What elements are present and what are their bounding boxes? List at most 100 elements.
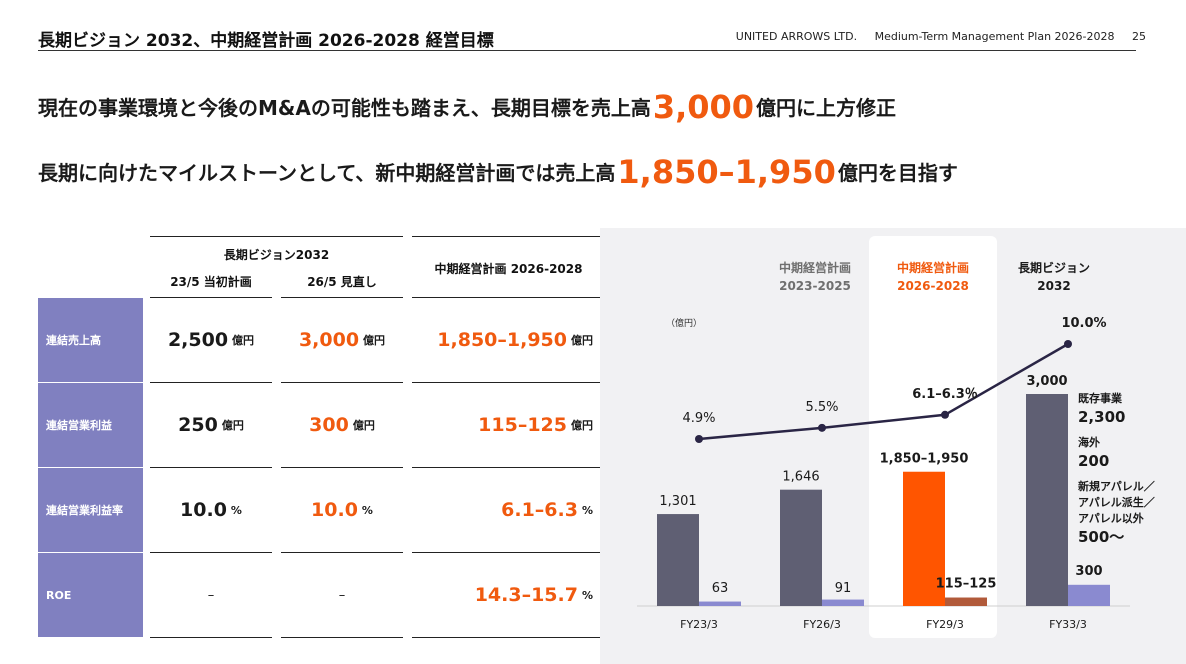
cell-sales-original: 2,500 億円 — [150, 298, 272, 382]
breakdown-value: 200 — [1078, 452, 1109, 470]
phase-title: 中期経営計画 — [778, 261, 851, 275]
cell-sales-plan: 1,850–1,950 億円 — [412, 298, 605, 382]
profit-bar-FY26/3 — [822, 599, 864, 606]
table-rule — [281, 382, 403, 383]
cell-unit: 億円 — [232, 334, 255, 347]
table-rule — [150, 637, 272, 638]
margin-point-label: 6.1–6.3％ — [912, 387, 978, 402]
margin-point-FY23/3 — [695, 435, 703, 443]
cell-value: – — [207, 587, 215, 603]
row-label-operating-margin: 連結営業利益率 — [38, 468, 143, 552]
breakdown-value: 500〜 — [1078, 528, 1124, 546]
phase-years: 2032 — [1037, 279, 1071, 293]
phase-label-2032: 長期ビジョン 2032 — [994, 259, 1114, 295]
x-tick-label: FY29/3 — [926, 618, 964, 631]
profit-bar-label: 300 — [1075, 564, 1102, 579]
cell-profit-plan: 115–125 億円 — [412, 383, 605, 467]
table-top-rule-plan — [412, 236, 605, 237]
cell-unit: 億円 — [571, 334, 593, 347]
sales-bar-label: 1,850–1,950 — [880, 452, 969, 467]
breakdown-value: 2,300 — [1078, 408, 1125, 426]
margin-line — [698, 342, 1069, 441]
margin-point-label: 4.9% — [682, 411, 715, 426]
phase-label-2023-2025: 中期経営計画 2023-2025 — [755, 259, 875, 295]
headline-2-pre: 長期に向けたマイルストーンとして、新中期経営計画では売上高 — [38, 161, 616, 185]
table-rule — [412, 467, 605, 468]
phase-title: 長期ビジョン — [1017, 261, 1090, 275]
cell-unit: % — [230, 503, 242, 517]
cell-value: 10.0 — [311, 499, 358, 521]
margin-point-FY26/3 — [818, 423, 826, 432]
margin-point-label: 5.5% — [805, 400, 838, 415]
table-rule — [412, 382, 605, 383]
cell-unit: 億円 — [363, 334, 386, 347]
cell-unit: 億円 — [221, 419, 244, 432]
table-rule — [412, 552, 605, 553]
sales-bar-FY29/3 — [903, 471, 945, 606]
sales-bar-label: 3,000 — [1026, 374, 1067, 389]
cell-unit: 億円 — [352, 419, 375, 432]
cell-unit: 億円 — [571, 419, 593, 432]
breakdown-label: アパレル派生／ — [1078, 495, 1155, 509]
cell-profit-original: 250 億円 — [150, 383, 272, 467]
table-col2-header: 26/5 見直し — [307, 275, 377, 289]
table-rule — [281, 637, 403, 638]
phase-years: 2026-2028 — [897, 279, 969, 293]
margin-point-label: 10.0% — [1061, 316, 1106, 331]
cell-value: 1,850–1,950 — [437, 329, 567, 351]
profit-bar-FY23/3 — [699, 601, 741, 606]
cell-value: 250 — [178, 414, 218, 436]
chart-unit-label: （億円） — [666, 317, 702, 329]
cell-sales-revised: 3,000 億円 — [281, 298, 403, 382]
table-col3-header: 中期経営計画 2026-2028 — [434, 262, 583, 276]
cell-value: 300 — [309, 414, 349, 436]
phase-title: 中期経営計画 — [896, 261, 969, 275]
profit-bar-label: 115–125 — [936, 577, 997, 592]
table-col1-header: 23/5 当初計画 — [170, 275, 252, 289]
margin-point-FY33/3 — [1064, 340, 1072, 348]
breakdown-label: 新規アパレル／ — [1078, 479, 1155, 493]
margin-point-FY29/3 — [941, 410, 949, 419]
cell-unit: % — [581, 588, 593, 602]
x-tick-label: FY26/3 — [803, 618, 841, 631]
row-label-operating-profit: 連結営業利益 — [38, 383, 143, 467]
profit-bar-FY29/3 — [945, 597, 987, 606]
table-rule — [281, 297, 403, 298]
profit-bar-label: 91 — [835, 581, 852, 596]
cell-value: 3,000 — [298, 329, 360, 351]
row-label-sales: 連結売上高 — [38, 298, 143, 382]
x-tick-label: FY23/3 — [680, 618, 718, 631]
sales-bar-FY26/3 — [780, 489, 822, 606]
profit-bar-label: 63 — [712, 581, 729, 596]
phase-years: 2023-2025 — [779, 279, 851, 293]
table-rule — [412, 297, 605, 298]
sales-bar-label: 1,646 — [782, 470, 819, 485]
headline-1-post: 億円に上方修正 — [756, 96, 897, 120]
headline-2: 長期に向けたマイルストーンとして、新中期経営計画では売上高1,850–1,950… — [38, 153, 958, 191]
cell-roe-original: – — [150, 553, 272, 637]
headline-1-pre: 現在の事業環境と今後のM&Aの可能性も踏まえ、長期目標を売上高 — [38, 96, 651, 120]
cell-unit: % — [361, 503, 373, 517]
breakdown-label: 既存事業 — [1078, 391, 1123, 405]
table-rule — [150, 297, 272, 298]
cell-roe-revised: – — [281, 553, 403, 637]
breakdown-label: 海外 — [1078, 435, 1100, 449]
cell-value: 10.0 — [180, 499, 227, 521]
cell-margin-revised: 10.0% — [281, 468, 403, 552]
breakdown-label: アパレル以外 — [1078, 511, 1144, 525]
cell-value: 2,500 — [167, 329, 229, 351]
cell-value: 14.3–15.7 — [474, 584, 578, 606]
phase-label-2026-2028: 中期経営計画 2026-2028 — [873, 259, 993, 295]
table-rule — [281, 467, 403, 468]
headline-1-value: 3,000 — [652, 88, 755, 126]
profit-bar-FY33/3 — [1068, 584, 1110, 606]
table-rule — [150, 552, 272, 553]
plan-name: Medium-Term Management Plan 2026-2028 — [874, 30, 1115, 43]
header-meta: UNITED ARROWS LTD. Medium-Term Managemen… — [722, 30, 1146, 43]
cell-value: – — [338, 587, 346, 603]
header-divider — [38, 50, 1136, 51]
table-top-rule-vision — [150, 236, 403, 237]
sales-bar-FY33/3 — [1026, 394, 1068, 606]
headline-2-post: 億円を目指す — [837, 161, 958, 185]
